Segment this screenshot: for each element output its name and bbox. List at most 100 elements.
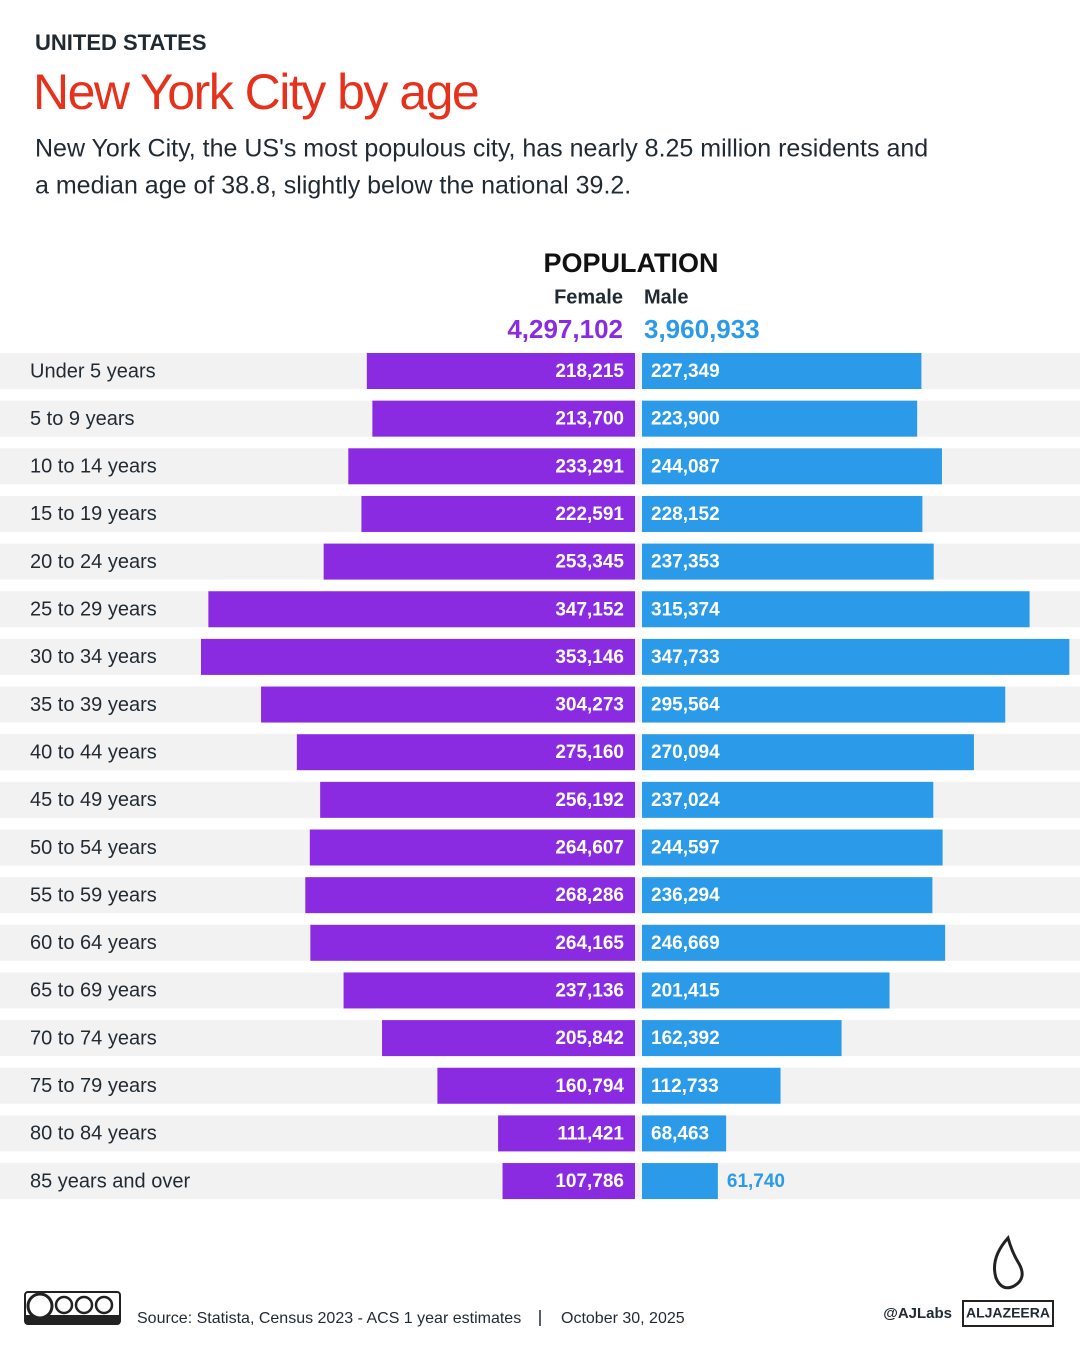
value-label: 111,421	[557, 1123, 624, 1144]
legend-entry: Female	[554, 286, 623, 308]
bar	[642, 924, 946, 961]
bar	[361, 495, 635, 532]
value-label: 61,740	[727, 1171, 785, 1192]
category-label: 35 to 39 years	[30, 694, 157, 716]
value-label: 237,024	[651, 790, 720, 811]
bar	[642, 1163, 718, 1200]
bar	[366, 353, 635, 389]
bar	[208, 591, 636, 628]
bar	[310, 924, 635, 961]
category-label: 25 to 29 years	[30, 599, 157, 621]
bar	[261, 686, 635, 723]
chart-area: Under 5 years 218,215 227,349 5 to 9 years 2…	[0, 353, 1080, 1200]
category-label: 20 to 24 years	[30, 551, 157, 573]
value-label: 112,733	[651, 1076, 719, 1097]
bar	[320, 781, 635, 818]
bar	[642, 353, 922, 389]
bar	[642, 781, 934, 818]
value-label: 228,152	[651, 504, 720, 525]
category-label: 80 to 84 years	[30, 1123, 157, 1145]
value-label: 244,087	[651, 456, 720, 477]
value-label: 218,215	[555, 361, 624, 382]
bar	[296, 734, 635, 771]
bar	[437, 1067, 635, 1104]
value-label: 295,564	[651, 695, 720, 716]
bar	[201, 638, 635, 675]
value-label: 315,374	[651, 599, 720, 620]
category-label: 55 to 59 years	[30, 884, 157, 906]
bar	[642, 734, 974, 771]
bar	[642, 1115, 727, 1152]
bar	[642, 448, 942, 485]
value-label: 227,349	[651, 361, 720, 382]
category-label: 10 to 14 years	[30, 456, 157, 478]
bar	[348, 448, 635, 485]
category-label: 15 to 19 years	[30, 503, 157, 525]
source: Source: Statista, Census 2023 - ACS 1 ye…	[137, 1310, 521, 1327]
value-label: 246,669	[651, 933, 720, 954]
value-label: 107,786	[555, 1171, 624, 1192]
value-label: 222,591	[555, 504, 624, 525]
kicker: UNITED STATES	[35, 30, 207, 55]
brand: ALJAZEERA	[966, 1305, 1050, 1321]
category-label: 65 to 69 years	[30, 980, 157, 1002]
value-label: 264,607	[555, 838, 624, 859]
bar	[309, 829, 635, 866]
category-label: 5 to 9 years	[30, 408, 135, 430]
total: 4,297,102	[507, 314, 623, 344]
value-label: 270,094	[651, 742, 720, 763]
value-label: 233,291	[555, 456, 624, 477]
date: October 30, 2025	[561, 1310, 685, 1327]
bar	[502, 1163, 635, 1200]
bar	[642, 400, 918, 437]
category-label: 75 to 79 years	[30, 1075, 157, 1097]
value-label: 253,345	[555, 552, 624, 573]
value-label: 347,733	[651, 647, 720, 668]
bar	[642, 877, 933, 914]
value-label: 162,392	[651, 1028, 720, 1049]
category-label: 45 to 49 years	[30, 789, 157, 811]
bar	[642, 972, 890, 1009]
value-label: 205,842	[555, 1028, 624, 1049]
credit: @AJLabs	[883, 1305, 952, 1322]
value-label: 237,353	[651, 552, 720, 573]
subtitle-line: New York City, the US's most populous ci…	[35, 135, 928, 163]
bar	[642, 1067, 781, 1104]
cc-badge	[24, 1291, 121, 1325]
value-label: 68,463	[651, 1123, 709, 1144]
value-label: 160,794	[555, 1076, 624, 1097]
value-label: 213,700	[555, 409, 624, 430]
subtitle-line: a median age of 38.8, slightly below the…	[35, 172, 631, 200]
bar	[372, 400, 635, 437]
bar	[382, 1020, 635, 1057]
chart-title: New York City by age	[33, 64, 478, 120]
category-label: 50 to 54 years	[30, 837, 157, 859]
bar	[642, 495, 923, 532]
legend-entry: Male	[644, 286, 688, 308]
value-label: 201,415	[651, 980, 720, 1001]
value-label: 264,165	[555, 933, 624, 954]
total: 3,960,933	[644, 314, 760, 344]
value-label: 347,152	[555, 599, 624, 620]
category-label: 30 to 34 years	[30, 646, 157, 668]
value-label: 268,286	[555, 885, 624, 906]
category-label: Under 5 years	[30, 360, 156, 382]
value-label: 223,900	[651, 409, 720, 430]
bar	[642, 591, 1030, 628]
value-label: 304,273	[555, 695, 624, 716]
brand-logo: ALJAZEERA	[962, 1234, 1054, 1327]
axis-label: POPULATION	[544, 248, 719, 278]
bar	[642, 543, 934, 580]
category-label: 60 to 64 years	[30, 932, 157, 954]
value-label: 244,597	[651, 838, 720, 859]
bar	[642, 686, 1006, 723]
category-label: 70 to 74 years	[30, 1027, 157, 1049]
bar	[642, 829, 943, 866]
value-label: 353,146	[555, 647, 624, 668]
bar	[305, 877, 635, 914]
value-label: 236,294	[651, 885, 720, 906]
value-label: 237,136	[555, 980, 624, 1001]
category-label: 85 years and over	[30, 1170, 190, 1192]
bar	[498, 1115, 635, 1152]
